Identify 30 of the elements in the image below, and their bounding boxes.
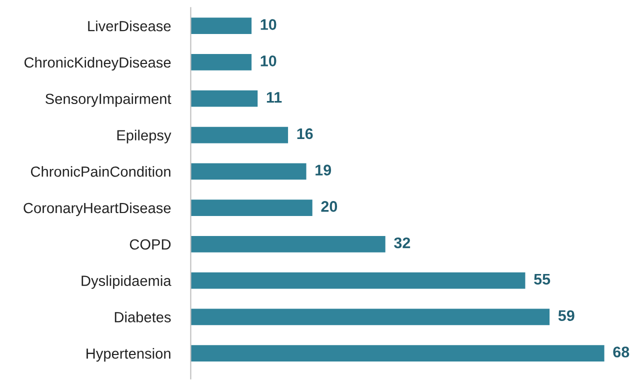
y-tick-label: COPD [130,239,171,250]
data-label: 16 [297,128,313,140]
bar [190,345,604,362]
bar [190,163,306,180]
bar [190,18,252,34]
y-tick-label: ChronicKidneyDisease [24,56,171,71]
bar [190,200,312,216]
data-label: 32 [394,237,410,248]
y-tick-label: Hypertension [86,348,170,362]
bar [190,272,526,289]
y-tick-label: SensoryImpairment [46,93,172,107]
data-label: 20 [321,201,338,212]
bar [190,126,288,144]
data-label: 10 [260,19,276,30]
y-tick-label: Diabetes [114,312,171,322]
data-label: 55 [534,274,550,285]
data-label: 11 [266,92,282,103]
bar [190,54,252,70]
bar [190,308,550,326]
y-tick-label: LiverDisease [88,20,171,32]
y-tick-label: Dyslipidaemia [82,275,172,289]
y-tick-label: CoronaryHeartDisease [24,202,171,216]
data-label: 59 [558,310,574,322]
bar [190,236,386,252]
bar [190,90,258,107]
y-tick-label: Epilepsy [117,130,172,144]
data-label: 19 [316,164,332,176]
data-label: 68 [613,346,630,358]
y-tick-label: ChronicPainCondition [30,166,170,177]
data-label: 10 [260,56,276,66]
